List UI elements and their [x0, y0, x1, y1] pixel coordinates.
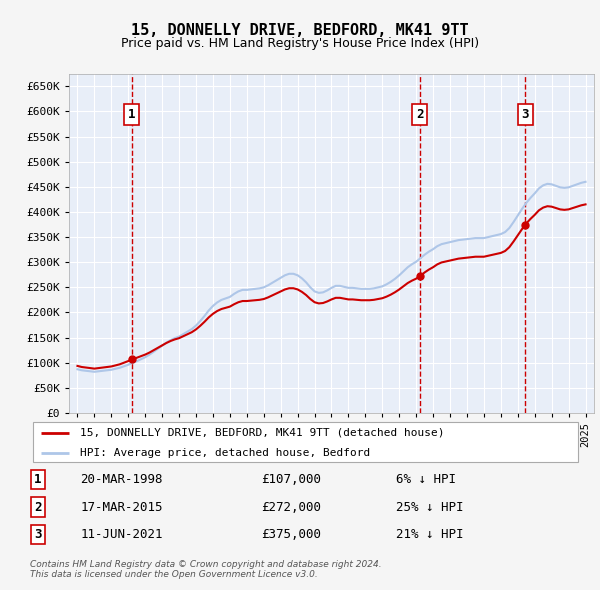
Text: 11-JUN-2021: 11-JUN-2021 — [80, 528, 163, 541]
Text: 17-MAR-2015: 17-MAR-2015 — [80, 500, 163, 514]
Text: 2: 2 — [34, 500, 42, 514]
Text: 20-MAR-1998: 20-MAR-1998 — [80, 473, 163, 486]
Text: 1: 1 — [34, 473, 42, 486]
Text: 6% ↓ HPI: 6% ↓ HPI — [396, 473, 456, 486]
Text: Contains HM Land Registry data © Crown copyright and database right 2024.: Contains HM Land Registry data © Crown c… — [30, 559, 382, 569]
Text: £107,000: £107,000 — [261, 473, 321, 486]
Text: £375,000: £375,000 — [261, 528, 321, 541]
FancyBboxPatch shape — [33, 422, 578, 462]
Text: 25% ↓ HPI: 25% ↓ HPI — [396, 500, 464, 514]
Text: 3: 3 — [34, 528, 42, 541]
Text: 2: 2 — [416, 108, 424, 121]
Text: 15, DONNELLY DRIVE, BEDFORD, MK41 9TT: 15, DONNELLY DRIVE, BEDFORD, MK41 9TT — [131, 23, 469, 38]
Text: 3: 3 — [521, 108, 529, 121]
Text: This data is licensed under the Open Government Licence v3.0.: This data is licensed under the Open Gov… — [30, 570, 318, 579]
Text: Price paid vs. HM Land Registry's House Price Index (HPI): Price paid vs. HM Land Registry's House … — [121, 37, 479, 50]
Text: 15, DONNELLY DRIVE, BEDFORD, MK41 9TT (detached house): 15, DONNELLY DRIVE, BEDFORD, MK41 9TT (d… — [80, 428, 444, 438]
Text: 1: 1 — [128, 108, 136, 121]
Text: 21% ↓ HPI: 21% ↓ HPI — [396, 528, 464, 541]
Text: HPI: Average price, detached house, Bedford: HPI: Average price, detached house, Bedf… — [80, 448, 370, 457]
Text: £272,000: £272,000 — [261, 500, 321, 514]
